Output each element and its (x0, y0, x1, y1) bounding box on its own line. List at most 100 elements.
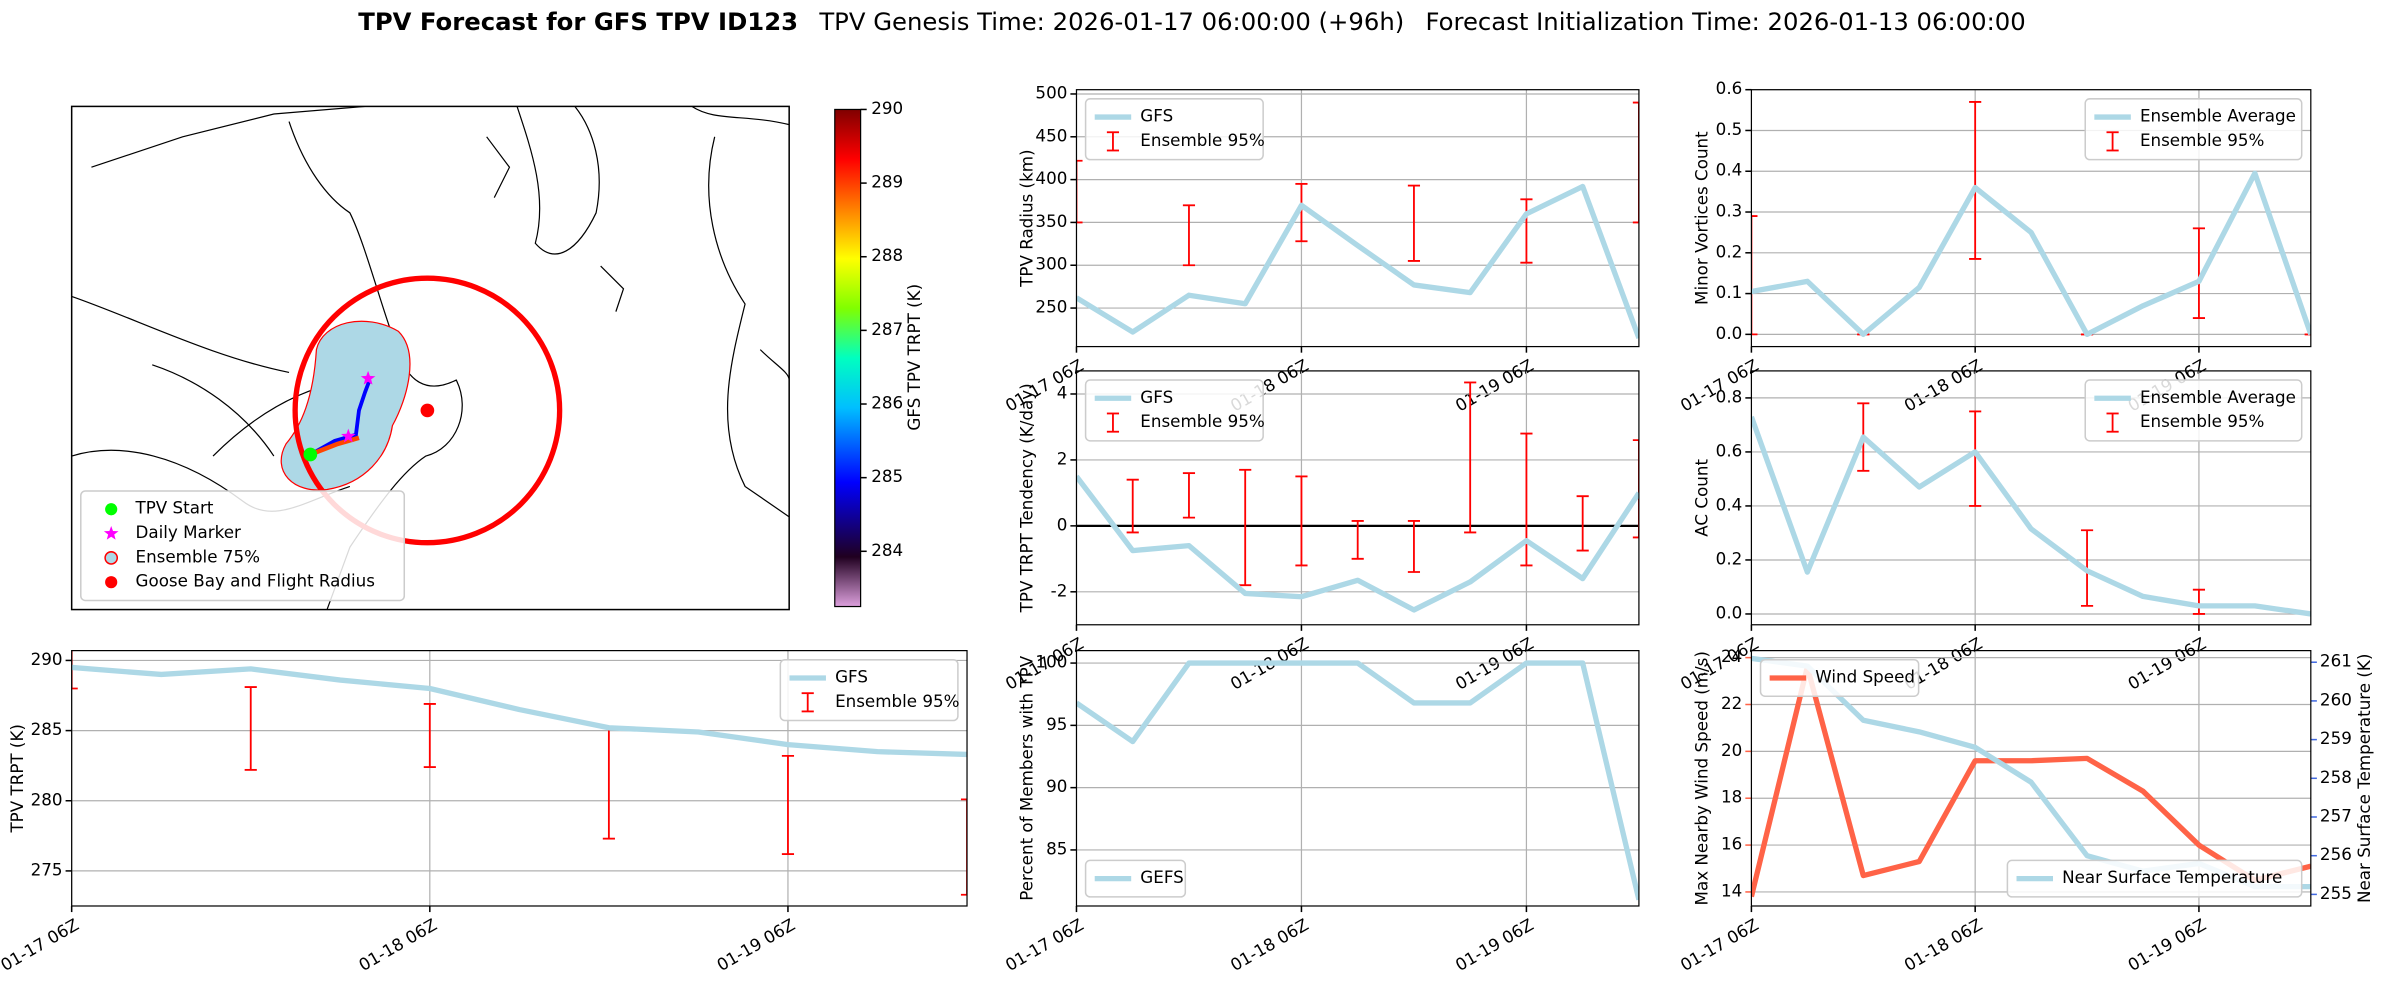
y-tick-label: 250 (1035, 297, 1067, 317)
legend-label: Ensemble Average (2140, 387, 2296, 407)
legend-label: GFS (835, 666, 868, 686)
y-tick-label: 0.8 (1716, 386, 1743, 406)
y-tick-label: 0.6 (1716, 78, 1743, 98)
y-tick-label: 100 (1035, 652, 1067, 672)
x-tick-label: 01-17 06Z (1002, 355, 1087, 416)
y-tick-label: 275 (31, 859, 63, 879)
legend-label: GFS (1140, 387, 1173, 407)
y-tick-label: 22 (1721, 693, 1742, 713)
series-line (1751, 415, 2311, 617)
colorbar-tick-label: 284 (871, 540, 903, 560)
y2-tick-label: 258 (2320, 767, 2352, 787)
colorbar-tick-label: 286 (871, 393, 903, 413)
x-tick-label: 01-17 06Z (1677, 633, 1762, 694)
axes-frame (1750, 650, 2312, 907)
y-tick-label: 0.0 (1716, 323, 1743, 343)
x-tick-label: 01-19 06Z (713, 914, 798, 975)
legend (2084, 98, 2303, 161)
axes-frame (1075, 650, 1640, 907)
x-tick-label: 01-19 06Z (2124, 914, 2209, 975)
legend-label: Ensemble 95% (2140, 411, 2264, 431)
y-tick-label: 0.3 (1716, 201, 1743, 221)
flight-radius (292, 275, 563, 546)
axes-frame (1075, 89, 1640, 348)
series-line (1751, 170, 2311, 338)
legend (80, 490, 406, 602)
y-tick-label: 0.0 (1716, 602, 1743, 622)
y2-tick-label: 255 (2320, 883, 2352, 903)
y-tick-label: 16 (1721, 834, 1742, 854)
y-tick-label: 20 (1721, 740, 1742, 760)
y-tick-label: 500 (1035, 82, 1067, 102)
colorbar-tick-label: 287 (871, 319, 903, 339)
colorbar-tick-label: 288 (871, 245, 903, 265)
series-line (1751, 664, 2311, 898)
axes-frame (71, 650, 968, 907)
legend-label: Goose Bay and Flight Radius (136, 571, 375, 591)
y-tick-label: 0.2 (1716, 241, 1743, 261)
legend-label: Ensemble 95% (2140, 130, 2264, 150)
series-line (1076, 474, 1639, 613)
y2-tick-label: 259 (2320, 728, 2352, 748)
y-tick-label: 400 (1035, 168, 1067, 188)
axes-frame (1750, 89, 2312, 348)
legend-label: Daily Marker (136, 522, 242, 542)
series-line (1076, 183, 1639, 339)
legend-marker (104, 551, 119, 565)
x-tick-label: 01-17 06Z (0, 914, 82, 975)
series-line (71, 664, 968, 758)
y2-tick-label: 256 (2320, 844, 2352, 864)
daily-marker (360, 370, 376, 385)
y-tick-label: 290 (31, 649, 63, 669)
genesis-time: TPV Genesis Time: 2026-01-17 06:00:00 (+… (818, 7, 1404, 36)
legend (1084, 859, 1187, 898)
y-tick-label: 0.5 (1716, 119, 1743, 139)
colorbar (834, 108, 862, 608)
y-axis-label: TPV TRPT Tendency (K/day) (1016, 383, 1036, 613)
y2-tick-label: 257 (2320, 805, 2352, 825)
title: TPV Forecast for GFS TPV ID123 (358, 7, 798, 36)
x-tick-label: 01-17 06Z (1677, 914, 1762, 975)
y-tick-label: 450 (1035, 125, 1067, 145)
x-tick-label: 01-18 06Z (355, 914, 440, 975)
init-time: Forecast Initialization Time: 2026-01-13… (1426, 7, 2026, 36)
plot-area (1076, 650, 1639, 906)
legend (1759, 658, 1920, 697)
y2-tick-label: 261 (2320, 651, 2352, 671)
x-tick-label: 01-18 06Z (1227, 914, 1312, 975)
x-tick-label: 01-19 06Z (1452, 914, 1537, 975)
y-tick-label: -2 (1051, 580, 1068, 600)
axes-frame (1075, 370, 1640, 626)
y-tick-label: 95 (1046, 714, 1067, 734)
y-axis-label: Max Nearby Wind Speed (m/s) (1691, 651, 1711, 905)
y-tick-label: 90 (1046, 776, 1067, 796)
axes-frame (1750, 370, 2312, 626)
y2-axis-label: Near Surface Temperature (K) (2354, 654, 2374, 903)
legend (779, 658, 959, 722)
x-tick-label: 01-18 06Z (1900, 355, 1985, 416)
y-tick-label: 2 (1057, 448, 1068, 468)
y-tick-label: 14 (1721, 880, 1742, 900)
legend-marker (103, 525, 119, 540)
y-tick-label: 0 (1057, 514, 1068, 534)
y-axis-label: TPV TRPT (K) (7, 724, 27, 834)
colorbar-tick-label: 285 (871, 466, 903, 486)
y-tick-label: 24 (1721, 646, 1742, 666)
legend-label: Ensemble 75% (136, 546, 260, 566)
y-tick-label: 350 (1035, 211, 1067, 231)
legend (2006, 859, 2303, 898)
legend-label: Near Surface Temperature (2062, 867, 2282, 887)
plot-area (71, 650, 968, 906)
legend-label: GEFS (1140, 867, 1183, 887)
y-axis-label: TPV Radius (km) (1016, 149, 1036, 287)
map-frame (70, 105, 790, 611)
y2-tick-label: 260 (2320, 689, 2352, 709)
legend-label: Ensemble 95% (1140, 411, 1264, 431)
y-tick-label: 0.4 (1716, 494, 1743, 514)
colorbar-tick-label: 290 (871, 98, 903, 118)
legend-label: TPV Start (135, 498, 214, 518)
legend-label: Ensemble 95% (835, 691, 959, 711)
y-tick-label: 285 (31, 719, 63, 739)
legend (1084, 98, 1264, 161)
